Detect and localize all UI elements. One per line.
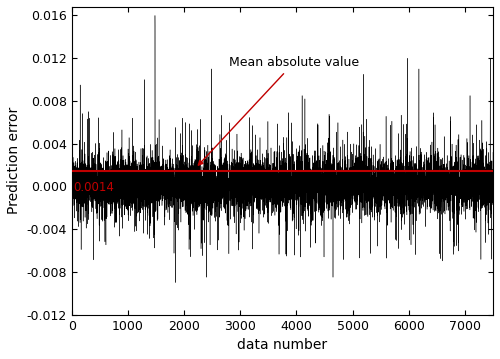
X-axis label: data number: data number (238, 338, 328, 352)
Text: Mean absolute value: Mean absolute value (198, 56, 359, 165)
Y-axis label: Prediction error: Prediction error (7, 107, 21, 214)
Text: 0.0014: 0.0014 (74, 181, 114, 194)
